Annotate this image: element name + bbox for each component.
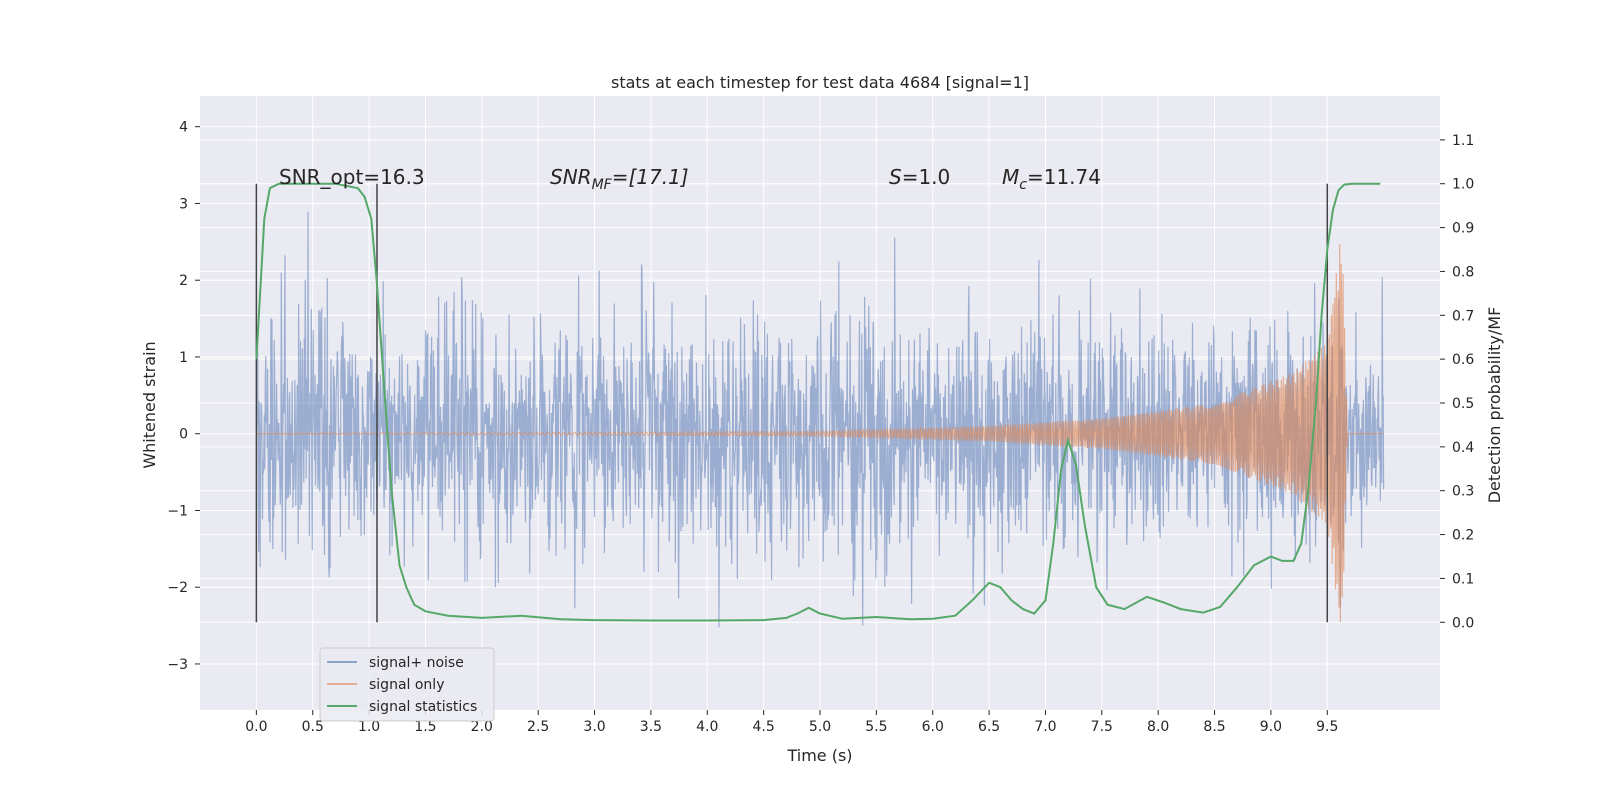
y-tick-label: 0 [179, 427, 188, 443]
y-right-tick-label: 0.8 [1452, 264, 1474, 280]
x-tick-label: 5.0 [809, 719, 831, 735]
x-tick-label: 0.0 [245, 719, 267, 735]
annotation-snr-mf: SNRMF=[17.1] [550, 165, 689, 193]
y-tick-label: 4 [179, 120, 188, 136]
signal-statistics-line [255, 182, 1381, 622]
annotation-snr-mf-val: =[17.1] [612, 165, 689, 189]
y-axis-label: Whitened strain [140, 341, 159, 468]
annotation-snr-mf-var: SNR [550, 165, 592, 189]
annotation-mc: Mc=11.74 [1002, 165, 1101, 193]
x-tick-label: 3.0 [583, 719, 605, 735]
y-right-tick-label: 0.9 [1452, 221, 1474, 237]
x-axis-ticks: 0.0 0.5 1.0 1.5 2.0 2.5 3.0 3.5 4.0 4.5 5.0 5.5 6.0 6… [245, 710, 1338, 735]
legend-label-noise: signal+ noise [369, 655, 464, 671]
annotation-mc-val: =11.74 [1027, 165, 1101, 189]
chart-title: stats at each timestep for test data 468… [611, 73, 1029, 92]
y-tick-label: −1 [167, 503, 188, 519]
series-signal-only [256, 244, 1384, 623]
legend-label-signal: signal only [369, 677, 444, 693]
x-axis-label: Time (s) [786, 746, 852, 765]
annotation-s-val: =1.0 [902, 165, 951, 189]
x-tick-label: 1.0 [358, 719, 380, 735]
y-tick-label: 2 [179, 273, 188, 289]
x-tick-label: 4.5 [753, 719, 775, 735]
y-right-tick-label: 0.0 [1452, 615, 1474, 631]
annotation-s-var: S [889, 165, 902, 189]
x-tick-label: 7.5 [1091, 719, 1113, 735]
y-right-tick-label: 0.2 [1452, 528, 1474, 544]
x-tick-label: 8.0 [1147, 719, 1169, 735]
y-right-tick-label: 0.4 [1452, 440, 1474, 456]
y-right-tick-label: 0.6 [1452, 352, 1474, 368]
y-right-tick-label: 0.5 [1452, 396, 1474, 412]
y-tick-label: −2 [167, 580, 188, 596]
annotation-mc-sub: c [1019, 177, 1027, 193]
x-tick-label: 6.5 [978, 719, 1000, 735]
x-tick-label: 9.0 [1260, 719, 1282, 735]
x-tick-label: 3.5 [640, 719, 662, 735]
x-tick-label: 8.5 [1203, 719, 1225, 735]
x-tick-label: 2.5 [527, 719, 549, 735]
legend-box [319, 647, 495, 722]
x-tick-label: 9.5 [1316, 719, 1338, 735]
y-axis-right-ticks: 1.1 1.0 0.9 0.8 0.7 0.6 0.5 0.4 0.3 0.2 0.1 0.0 [1440, 133, 1474, 631]
y-tick-label: 1 [179, 350, 188, 366]
y-tick-label: −3 [167, 657, 188, 673]
series-signal-statistics [255, 182, 1381, 622]
annotation-snr-opt: SNR_opt=16.3 [279, 165, 425, 189]
annotation-mc-var: M [1002, 165, 1019, 189]
y-tick-label: 3 [179, 196, 188, 212]
y-right-tick-label: 0.7 [1452, 308, 1474, 324]
legend: signal+ noise signal only signal statist… [319, 647, 495, 722]
y-axis-right-label: Detection probability/MF [1485, 307, 1504, 504]
annotation-snr-mf-sub: MF [592, 177, 613, 193]
x-tick-label: 6.0 [922, 719, 944, 735]
y-right-tick-label: 1.1 [1452, 133, 1474, 149]
legend-label-stat: signal statistics [369, 699, 477, 715]
signal-only-line [256, 244, 1384, 623]
x-tick-label: 4.0 [696, 719, 718, 735]
y-right-tick-label: 0.1 [1452, 571, 1474, 587]
annotation-s: S=1.0 [889, 165, 950, 189]
x-tick-label: 7.0 [1034, 719, 1056, 735]
y-right-tick-label: 1.0 [1452, 177, 1474, 193]
x-tick-label: 1.5 [414, 719, 436, 735]
x-tick-label: 5.5 [865, 719, 887, 735]
x-tick-label: 2.0 [471, 719, 493, 735]
x-tick-label: 0.5 [302, 719, 324, 735]
y-axis-ticks: 4 3 2 1 0 −1 −2 −3 [167, 120, 200, 673]
y-right-tick-label: 0.3 [1452, 484, 1474, 500]
